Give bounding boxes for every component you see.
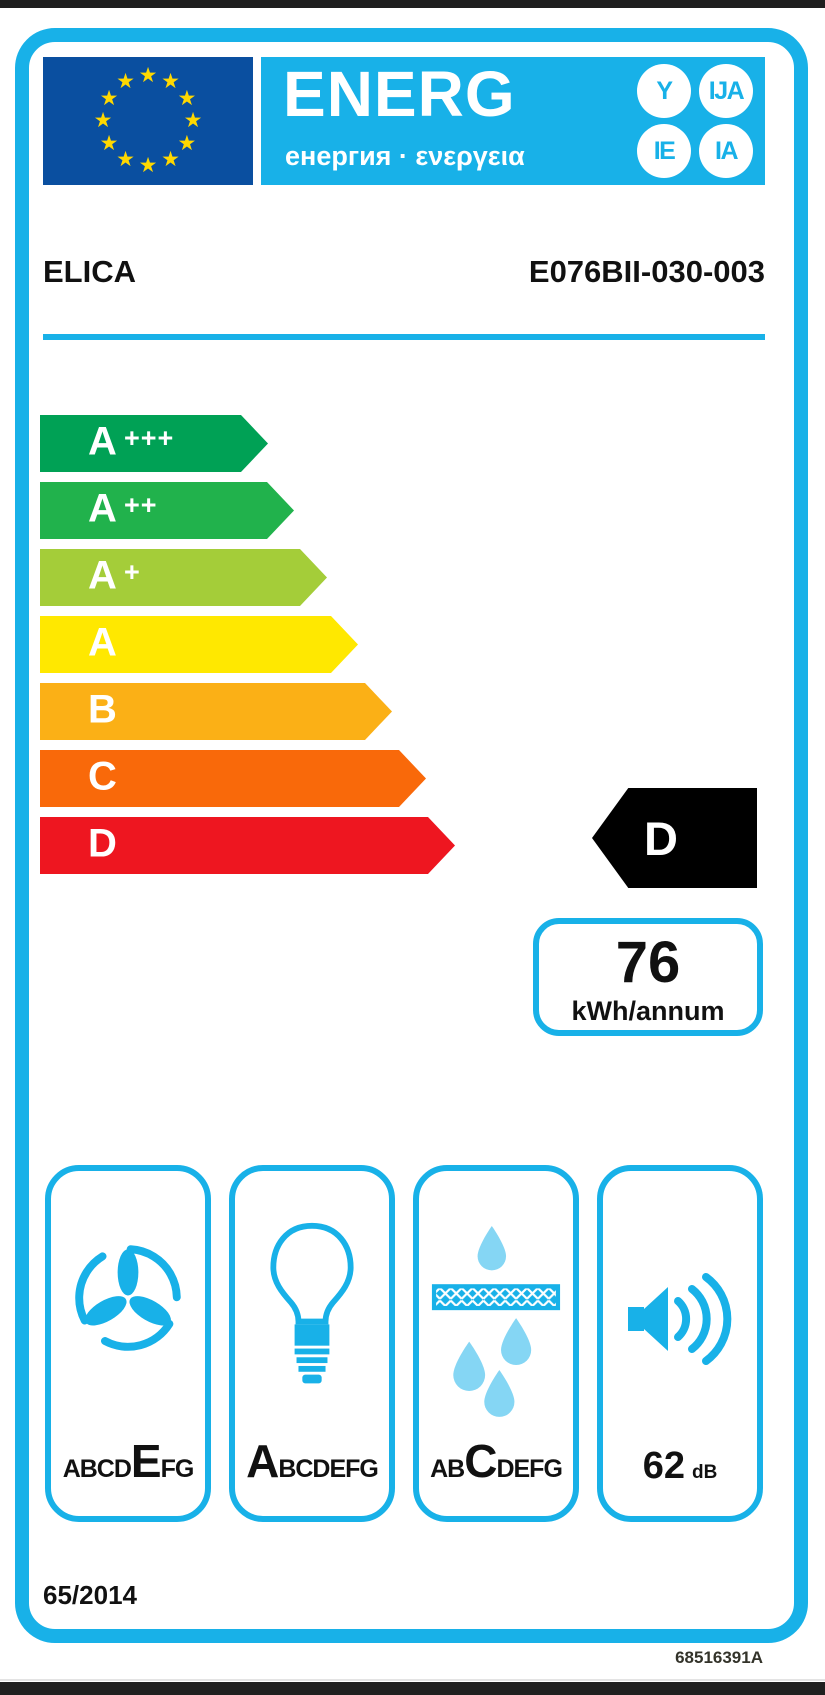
lighting-efficiency-box: ABCDEFG: [229, 1165, 395, 1522]
noise-value: 62: [642, 1445, 685, 1487]
eu-star-icon: ★: [116, 70, 135, 94]
suffix-badge-ia: IA: [699, 124, 753, 178]
regulation-number: 65/2014: [43, 1580, 137, 1610]
fan-pre-letters: ABCD: [62, 1455, 132, 1483]
energy-value: 76: [615, 930, 681, 995]
eu-star-icon: ★: [99, 86, 119, 110]
eu-star-icon: ★: [116, 147, 135, 171]
scale-arrow-plus: ++: [124, 489, 158, 520]
scale-arrow-letter: D: [88, 821, 117, 866]
noise-box: 62 dB: [597, 1165, 763, 1522]
grease-post-letters: DEFG: [496, 1455, 562, 1483]
grease-class-letters: ABCDEFG: [419, 1434, 573, 1488]
eu-star-icon: ★: [161, 147, 180, 171]
scale-arrow-a+++: A +++: [40, 415, 268, 472]
grease-filtering-box: ABCDEFG: [413, 1165, 579, 1522]
grease-filter-icon: [431, 1225, 561, 1417]
energ-suffix-badges: Y IJA IE IA: [637, 64, 755, 178]
energy-unit: kWh/annum: [571, 996, 725, 1026]
lighting-post-letters: BCDEFG: [278, 1455, 379, 1483]
fan-class-letters: ABCDEFG: [51, 1434, 205, 1488]
scale-arrow-d: D: [40, 817, 455, 874]
eu-star-icon: ★: [138, 154, 158, 177]
grease-class-letter: C: [464, 1435, 497, 1487]
brand-name: ELICA: [43, 254, 136, 289]
eu-star-icon: ★: [138, 64, 158, 87]
speaker-icon: [628, 1273, 732, 1365]
energy-label: ★ ★ ★ ★ ★ ★ ★ ★ ★ ★ ★ ★ ENERG енергия · ενεργεια Y …: [15, 28, 808, 1643]
fan-icon: [75, 1245, 181, 1351]
scale-arrow-plus: +++: [124, 422, 175, 453]
scale-arrow-plus: +: [124, 556, 141, 587]
model-number: E076BII-030-003: [528, 254, 765, 289]
fan-efficiency-box: ABCDEFG: [45, 1165, 211, 1522]
scale-arrow-a++: A ++: [40, 482, 294, 539]
lighting-class-letter: A: [246, 1435, 279, 1487]
eu-star-icon: ★: [177, 131, 197, 155]
lighting-class-letters: ABCDEFG: [235, 1434, 389, 1488]
footer-divider: [0, 1679, 825, 1681]
eu-star-icon: ★: [99, 131, 119, 155]
fan-post-letters: FG: [160, 1455, 195, 1483]
scale-arrow-letter: C: [88, 754, 117, 799]
scale-arrow-letter: A: [88, 553, 117, 598]
scale-arrow-letter: A: [88, 620, 117, 665]
scale-arrow-b: B: [40, 683, 392, 740]
scale-arrow-letter: A: [88, 419, 117, 464]
eu-star-icon: ★: [93, 109, 113, 132]
energy-consumption-box: 76 kWh/annum: [533, 918, 763, 1036]
energ-banner: ENERG енергия · ενεργεια Y IJA IE IA: [261, 57, 765, 185]
scale-arrow-letter: A: [88, 486, 117, 531]
rating-arrow: D: [592, 788, 757, 888]
eu-flag: ★ ★ ★ ★ ★ ★ ★ ★ ★ ★ ★ ★: [43, 57, 253, 185]
rating-class: D: [644, 811, 678, 865]
scale-arrow-a+: A +: [40, 549, 327, 606]
grease-pre-letters: AB: [430, 1455, 465, 1483]
window-top-edge: [0, 0, 825, 8]
eu-star-icon: ★: [161, 70, 180, 94]
scale-arrow-a: A: [40, 616, 358, 673]
eu-star-icon: ★: [183, 109, 203, 132]
window-bottom-edge: [0, 1682, 825, 1695]
scale-arrow-letter: B: [88, 687, 117, 732]
noise-value-row: 62 dB: [603, 1445, 757, 1488]
document-code: 68516391A: [675, 1648, 763, 1667]
scale-arrow-c: C: [40, 750, 426, 807]
brand-model-row: ELICA E076BII-030-003: [43, 254, 765, 290]
efficiency-scale: A +++ A ++ A + A B C D: [40, 415, 455, 884]
eu-star-icon: ★: [177, 86, 197, 110]
suffix-badge-y: Y: [637, 64, 691, 118]
suffix-badge-ie: IE: [637, 124, 691, 178]
lightbulb-icon: [270, 1222, 354, 1384]
energ-translations: енергия · ενεργεια: [285, 141, 525, 171]
suffix-badge-ija: IJA: [699, 64, 753, 118]
energ-wordmark: ENERG: [283, 58, 516, 130]
fan-class-letter: E: [130, 1435, 162, 1487]
noise-unit: dB: [691, 1462, 718, 1483]
divider-rule: [43, 334, 765, 340]
